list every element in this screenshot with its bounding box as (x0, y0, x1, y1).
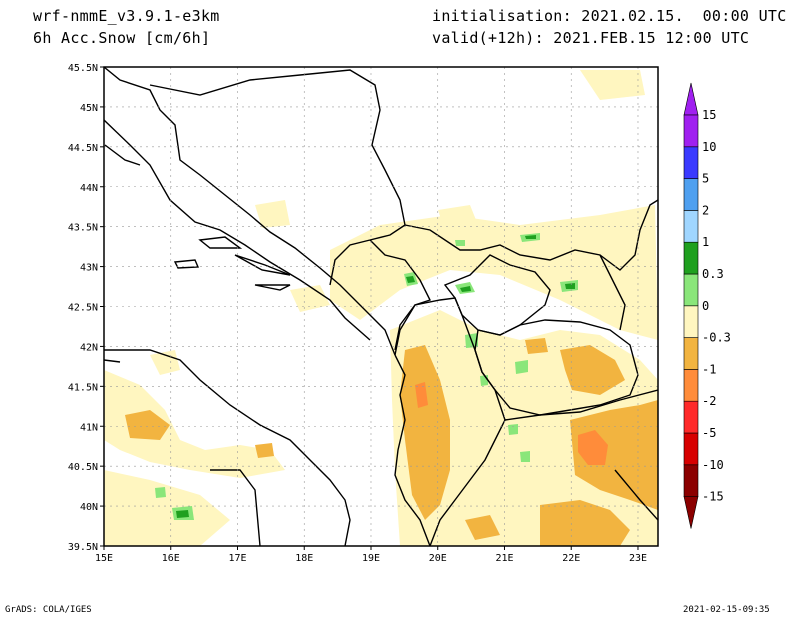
x-axis: 15E 16E 17E 18E 19E 20E 21E 22E 23E (95, 546, 647, 564)
colorbar-swatch (683, 273, 699, 307)
colorbar-swatch (683, 114, 699, 148)
field-title: 6h Acc.Snow [cm/6h] (33, 29, 211, 47)
colorbar-label: 5 (702, 172, 709, 186)
snow-field (104, 70, 658, 546)
y-tick-label: 44N (80, 183, 98, 194)
colorbar-swatch (683, 400, 699, 434)
x-tick-label: 23E (629, 553, 647, 564)
y-tick-label: 42.5N (68, 303, 98, 314)
colorbar-label: -1 (702, 362, 716, 376)
colorbar-label: 10 (702, 140, 716, 154)
colorbar: -15 -10 -5 -2 -1 -0.3 0 0.3 1 2 5 10 15 (683, 82, 731, 529)
y-axis: 39.5N 40N 40.5N 41N 41.5N 42N 42.5N 43N 43.5N 44N… (68, 63, 104, 553)
map-grid (104, 67, 658, 546)
colorbar-swatch (683, 369, 699, 402)
colorbar-swatch (683, 305, 699, 338)
model-title: wrf-nmmE_v3.9.1-e3km (33, 7, 220, 25)
valid-time: valid(+12h): 2021.FEB.15 12:00 UTC (432, 29, 750, 47)
x-tick-label: 15E (95, 553, 113, 564)
init-time: initialisation: 2021.02.15. 00:00 UTC (432, 7, 787, 25)
y-tick-label: 43.5N (68, 223, 98, 234)
render-timestamp: 2021-02-15-09:35 (683, 605, 770, 615)
x-tick-label: 16E (162, 553, 180, 564)
y-tick-label: 45.5N (68, 63, 98, 74)
colorbar-label: -10 (702, 458, 724, 472)
x-tick-label: 22E (562, 553, 580, 564)
y-tick-label: 40.5N (68, 462, 98, 473)
y-tick-label: 39.5N (68, 542, 98, 553)
colorbar-arrow-top (683, 82, 699, 116)
colorbar-label: 0.3 (702, 267, 724, 281)
x-tick-label: 18E (295, 553, 313, 564)
colorbar-label: 15 (702, 108, 716, 122)
grads-credit: GrADS: COLA/IGES (5, 605, 92, 615)
colorbar-swatch (683, 146, 699, 179)
colorbar-swatch (683, 210, 699, 243)
colorbar-arrow-bottom (683, 496, 699, 529)
colorbar-swatch (683, 337, 699, 370)
x-tick-label: 19E (362, 553, 380, 564)
colorbar-label: 0 (702, 299, 709, 313)
y-tick-label: 44.5N (68, 143, 98, 154)
colorbar-label: -2 (702, 394, 716, 408)
y-tick-label: 41N (80, 422, 98, 433)
colorbar-label: -15 (702, 490, 724, 504)
x-tick-label: 20E (429, 553, 447, 564)
colorbar-label: 2 (702, 203, 709, 217)
x-tick-label: 17E (228, 553, 246, 564)
colorbar-label: -5 (702, 426, 716, 440)
colorbar-swatch (683, 464, 699, 497)
y-tick-label: 41.5N (68, 382, 98, 393)
y-tick-label: 40N (80, 502, 98, 513)
colorbar-swatch (683, 432, 699, 466)
colorbar-swatch (683, 178, 699, 211)
colorbar-swatch (683, 241, 699, 275)
x-tick-label: 21E (495, 553, 513, 564)
y-tick-label: 45N (80, 103, 98, 114)
boundaries (104, 67, 658, 546)
y-tick-label: 42N (80, 342, 98, 353)
colorbar-label: -0.3 (702, 331, 731, 345)
y-tick-label: 43N (80, 263, 98, 274)
colorbar-label: 1 (702, 235, 709, 249)
